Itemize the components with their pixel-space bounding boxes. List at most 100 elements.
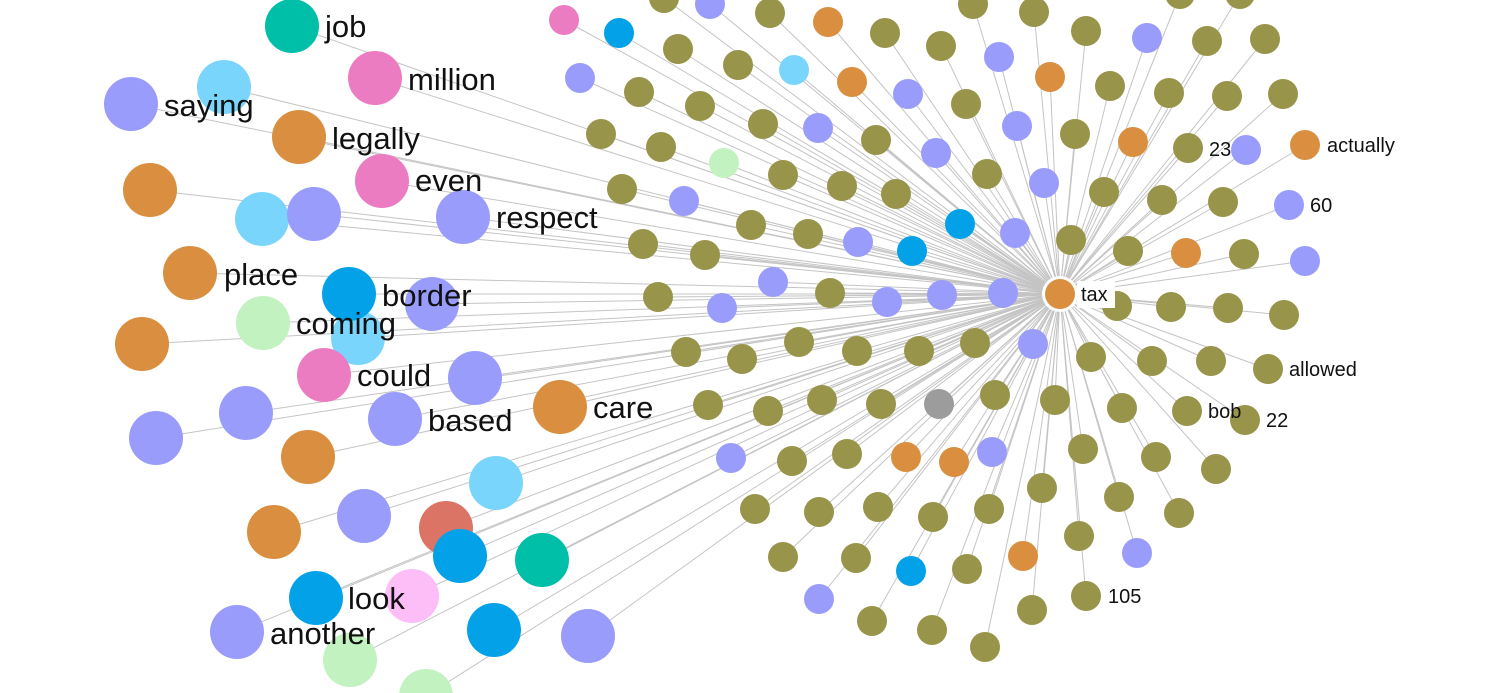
graph-node[interactable] [1095, 71, 1125, 101]
graph-node[interactable] [960, 328, 990, 358]
graph-node[interactable] [405, 277, 459, 331]
graph-node[interactable] [690, 240, 720, 270]
graph-node[interactable] [1104, 482, 1134, 512]
graph-node[interactable] [1008, 541, 1038, 571]
graph-node[interactable] [1269, 300, 1299, 330]
graph-node[interactable] [1019, 0, 1049, 27]
graph-node[interactable] [1164, 498, 1194, 528]
graph-node[interactable] [804, 497, 834, 527]
graph-node[interactable] [565, 63, 595, 93]
graph-node[interactable] [709, 148, 739, 178]
graph-node-allowed[interactable] [1253, 354, 1283, 384]
graph-node[interactable] [1132, 23, 1162, 53]
graph-node[interactable] [1154, 78, 1184, 108]
graph-node[interactable] [1171, 238, 1201, 268]
graph-node[interactable] [881, 179, 911, 209]
graph-node[interactable] [904, 336, 934, 366]
graph-node[interactable] [469, 456, 523, 510]
graph-node-care[interactable] [533, 380, 587, 434]
graph-node[interactable] [984, 42, 1014, 72]
graph-node[interactable] [988, 278, 1018, 308]
graph-node[interactable] [707, 293, 737, 323]
graph-node[interactable] [1017, 595, 1047, 625]
graph-node[interactable] [857, 606, 887, 636]
graph-node[interactable] [727, 344, 757, 374]
graph-node[interactable] [861, 125, 891, 155]
graph-node[interactable] [1201, 454, 1231, 484]
graph-node[interactable] [604, 18, 634, 48]
graph-node[interactable] [1027, 473, 1057, 503]
graph-node[interactable] [685, 91, 715, 121]
graph-node-border[interactable] [322, 267, 376, 321]
graph-node[interactable] [1018, 329, 1048, 359]
graph-node[interactable] [1000, 218, 1030, 248]
graph-node[interactable] [1212, 81, 1242, 111]
graph-node[interactable] [813, 7, 843, 37]
graph-node[interactable] [331, 311, 385, 365]
graph-node[interactable] [927, 280, 957, 310]
graph-node[interactable] [896, 556, 926, 586]
graph-node[interactable] [467, 603, 521, 657]
graph-node[interactable] [897, 236, 927, 266]
graph-node[interactable] [872, 287, 902, 317]
graph-node[interactable] [723, 50, 753, 80]
graph-node[interactable] [1089, 177, 1119, 207]
graph-node[interactable] [115, 317, 169, 371]
graph-node[interactable] [952, 554, 982, 584]
graph-node[interactable] [803, 113, 833, 143]
graph-node[interactable] [123, 163, 177, 217]
graph-node[interactable] [926, 31, 956, 61]
graph-node[interactable] [753, 396, 783, 426]
graph-node-look[interactable] [289, 571, 343, 625]
graph-node[interactable] [863, 492, 893, 522]
graph-node[interactable] [1122, 538, 1152, 568]
graph-node[interactable] [924, 389, 954, 419]
graph-node[interactable] [1137, 346, 1167, 376]
graph-node[interactable] [758, 267, 788, 297]
graph-node[interactable] [1113, 236, 1143, 266]
graph-node[interactable] [515, 533, 569, 587]
graph-node-even[interactable] [355, 154, 409, 208]
graph-node[interactable] [768, 160, 798, 190]
graph-node[interactable] [740, 494, 770, 524]
graph-node[interactable] [287, 187, 341, 241]
graph-node[interactable] [235, 192, 289, 246]
graph-node[interactable] [1029, 168, 1059, 198]
graph-node[interactable] [1196, 346, 1226, 376]
graph-node[interactable] [649, 0, 679, 13]
center-node[interactable] [1045, 279, 1075, 309]
graph-node[interactable] [247, 505, 301, 559]
graph-node[interactable] [671, 337, 701, 367]
graph-node-another[interactable] [210, 605, 264, 659]
graph-node-actually[interactable] [1290, 130, 1320, 160]
graph-node[interactable] [748, 109, 778, 139]
graph-node[interactable] [716, 443, 746, 473]
graph-node[interactable] [974, 494, 1004, 524]
graph-node[interactable] [323, 633, 377, 687]
graph-node[interactable] [870, 18, 900, 48]
graph-node[interactable] [804, 584, 834, 614]
graph-node[interactable] [643, 282, 673, 312]
graph-node[interactable] [815, 278, 845, 308]
graph-node[interactable] [1141, 442, 1171, 472]
graph-node[interactable] [842, 336, 872, 366]
graph-node[interactable] [1229, 239, 1259, 269]
graph-node[interactable] [646, 132, 676, 162]
graph-node-job[interactable] [265, 0, 319, 53]
graph-node[interactable] [784, 327, 814, 357]
graph-node[interactable] [448, 351, 502, 405]
graph-node[interactable] [977, 437, 1007, 467]
graph-node[interactable] [129, 411, 183, 465]
graph-node[interactable] [777, 446, 807, 476]
graph-node[interactable] [433, 529, 487, 583]
graph-node[interactable] [1002, 111, 1032, 141]
graph-node[interactable] [281, 430, 335, 484]
graph-node[interactable] [385, 569, 439, 623]
graph-node[interactable] [891, 442, 921, 472]
graph-node[interactable] [1068, 434, 1098, 464]
graph-node[interactable] [807, 385, 837, 415]
graph-node[interactable] [561, 609, 615, 663]
graph-node[interactable] [219, 386, 273, 440]
graph-node-place[interactable] [163, 246, 217, 300]
graph-node[interactable] [958, 0, 988, 19]
